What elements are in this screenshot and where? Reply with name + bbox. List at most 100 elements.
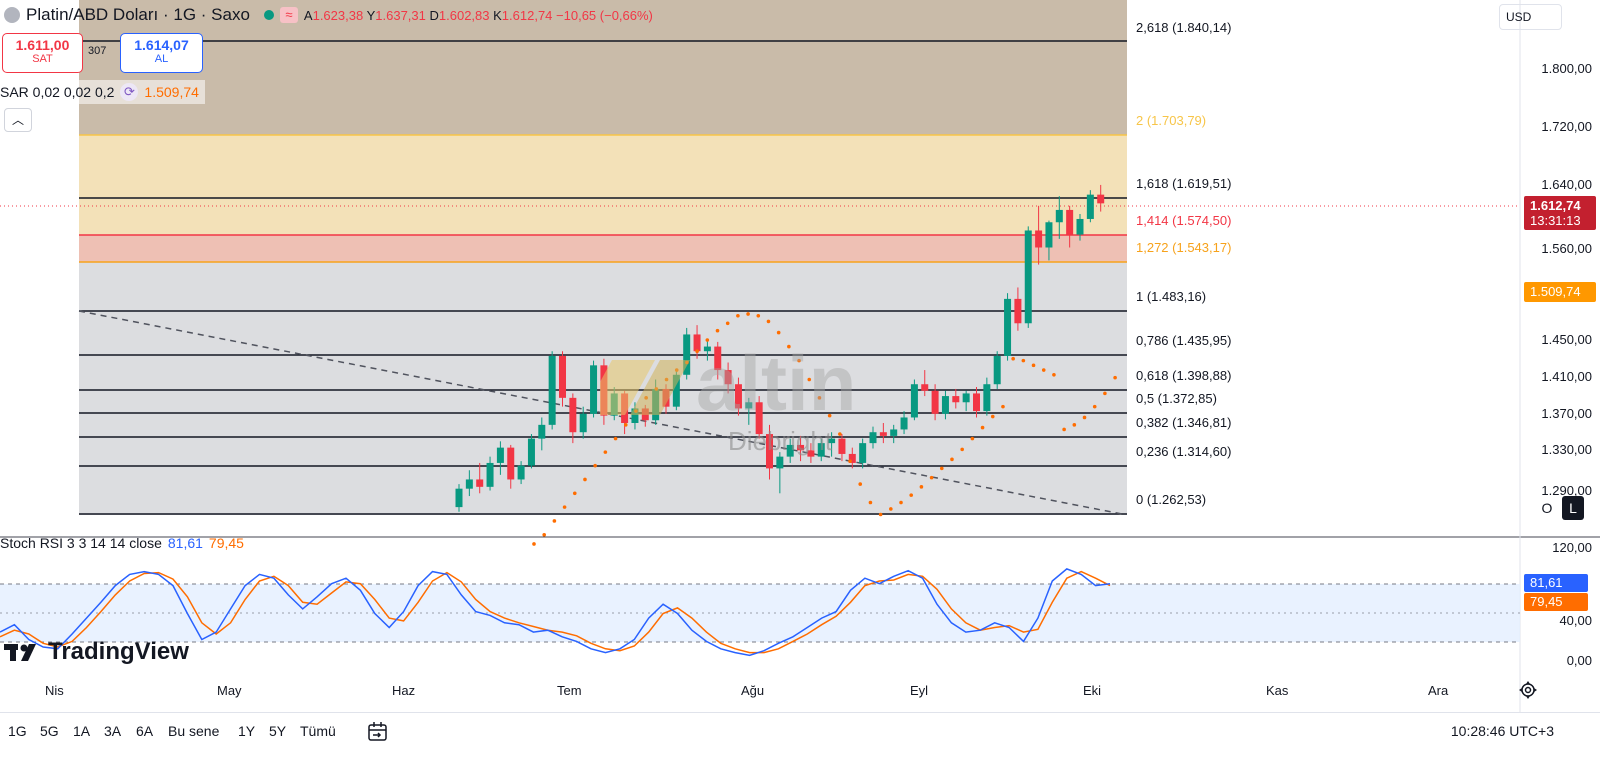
buy-label: AL <box>154 53 169 65</box>
stoch-k-value: 81,61 <box>167 535 203 551</box>
current-price-value: 1.612,74 <box>1530 198 1581 213</box>
sar-dot <box>909 493 914 497</box>
range-5g[interactable]: 5G <box>40 723 59 739</box>
range-5y[interactable]: 5Y <box>269 723 287 739</box>
candle-body <box>476 479 484 487</box>
candle-body <box>734 384 742 409</box>
sar-dot <box>1072 423 1077 427</box>
candle-body <box>745 402 753 409</box>
candle-body <box>890 429 898 436</box>
symbol-icon[interactable] <box>4 7 20 23</box>
candle-body <box>703 346 711 352</box>
candle-body <box>766 434 773 469</box>
candle-body <box>879 432 887 436</box>
ohlc-values: A1.623,38 Y1.637,31 D1.602,83 K1.612,74 … <box>303 7 653 23</box>
data-delay-icon: ≈ <box>279 7 298 23</box>
candle-body <box>786 444 794 457</box>
stoch-tick: 0,00 <box>1567 653 1592 668</box>
range-1g[interactable]: 1G <box>8 723 27 739</box>
candle-body <box>755 402 763 435</box>
candle-body <box>993 355 1001 385</box>
price-tick: 1.640,00 <box>1541 177 1592 192</box>
sar-dot <box>572 491 577 496</box>
sar-dot <box>583 477 587 482</box>
fib-label: 0,786 (1.435,95) <box>1136 333 1231 348</box>
candle-body <box>486 462 494 487</box>
sell-button[interactable]: 1.611,00 SAT <box>2 33 83 73</box>
sar-dot <box>685 360 689 365</box>
candle-body <box>1097 194 1105 204</box>
candle-body <box>838 438 846 454</box>
log-scale-toggle-l[interactable]: L <box>1562 496 1584 520</box>
sar-dot <box>929 475 934 480</box>
settings-gear-icon[interactable] <box>1518 680 1538 700</box>
fib-label: 2,618 (1.840,14) <box>1136 20 1231 35</box>
sar-dot <box>980 425 985 430</box>
price-tick: 1.330,00 <box>1541 442 1592 457</box>
stoch-k-line <box>0 568 1111 657</box>
candle-body <box>807 450 815 457</box>
candle-body <box>1014 298 1022 324</box>
sar-dot <box>654 387 659 391</box>
price-tick: 1.450,00 <box>1541 332 1592 347</box>
sar-dot <box>1062 427 1066 432</box>
symbol-title[interactable]: Platin/ABD Doları · 1G · Saxo <box>26 5 250 24</box>
range-1y[interactable]: 1Y <box>238 723 256 739</box>
sar-dot <box>1001 404 1005 409</box>
sar-dot <box>674 368 679 372</box>
candle-body <box>900 417 908 430</box>
candle-body <box>1045 222 1053 248</box>
sar-dot <box>919 485 924 489</box>
month-label: Kas <box>1266 683 1289 698</box>
price-tick: 1.720,00 <box>1541 119 1592 134</box>
range-bu-sene[interactable]: Bu sene <box>168 723 220 739</box>
sar-dot <box>695 349 699 354</box>
go-to-date-icon[interactable] <box>366 721 390 743</box>
sar-dot <box>1031 363 1036 368</box>
fib-label: 1 (1.483,16) <box>1136 289 1206 304</box>
candle-body <box>776 456 784 469</box>
candle-body <box>662 388 670 407</box>
stoch-label: Stoch RSI 3 3 14 14 close <box>0 535 162 551</box>
stoch-k-badge: 81,61 <box>1524 574 1588 592</box>
fib-label: 0,382 (1.346,81) <box>1136 415 1231 430</box>
sar-dot <box>562 505 567 509</box>
collapse-legend-button[interactable]: ︿ <box>4 108 32 132</box>
current-price-badge: 1.612,74 13:31:13 <box>1524 196 1596 230</box>
clock-timezone[interactable]: 10:28:46 UTC+3 <box>1450 723 1554 739</box>
sar-legend[interactable]: SAR 0,02 0,02 0,2 ⟳ 1.509,74 <box>0 80 205 104</box>
fib-labels: 2,618 (1.840,14) 2 (1.703,79) 1,618 (1.619… <box>1136 20 1231 507</box>
stoch-tick: 40,00 <box>1559 613 1592 628</box>
sar-dot <box>1113 375 1117 380</box>
range-1a[interactable]: 1A <box>73 723 91 739</box>
stoch-axis: 120,00 40,00 0,00 <box>1552 540 1592 668</box>
range-3a[interactable]: 3A <box>104 723 122 739</box>
stoch-d-value: 79,45 <box>208 535 244 551</box>
price-axis: 1.800,00 1.720,00 1.640,00 1.560,00 1.450,00… <box>1541 61 1592 498</box>
sar-dot <box>970 436 975 441</box>
currency-selector[interactable]: USD <box>1499 4 1562 30</box>
tradingview-logo[interactable]: TradingView <box>4 638 189 666</box>
stoch-legend[interactable]: Stoch RSI 3 3 14 14 close 81,61 79,45 <box>0 535 244 551</box>
sar-dot <box>623 423 628 427</box>
sar-dot <box>889 507 893 511</box>
sar-dot <box>736 314 740 318</box>
sar-dot <box>950 457 954 462</box>
candle-body <box>693 334 701 352</box>
price-tick: 1.560,00 <box>1541 241 1592 256</box>
sar-dot <box>960 447 964 452</box>
candle-body <box>931 390 939 414</box>
log-scale-toggle-o[interactable]: O <box>1541 500 1553 516</box>
candle-body <box>869 432 877 444</box>
candle-body <box>610 393 618 416</box>
fib-label: 0,5 (1.372,85) <box>1136 391 1217 406</box>
range-6a[interactable]: 6A <box>136 723 154 739</box>
candle-body <box>910 384 918 418</box>
buy-button[interactable]: 1.614,07 AL <box>120 33 203 73</box>
sar-dot <box>725 321 730 326</box>
fib-label: 0,618 (1.398,88) <box>1136 368 1231 383</box>
month-label: Ara <box>1428 683 1449 698</box>
candle-body <box>859 443 867 463</box>
range-tumu[interactable]: Tümü <box>300 723 336 739</box>
